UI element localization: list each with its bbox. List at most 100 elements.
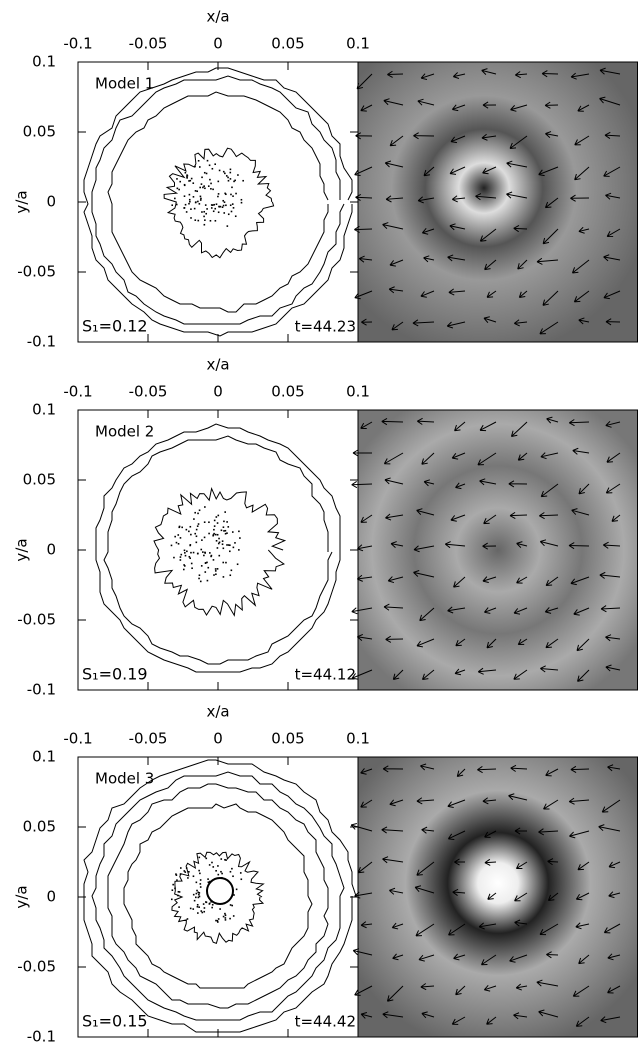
contour-speck: [187, 877, 189, 879]
contour-speck: [213, 528, 215, 531]
contour-speck: [222, 170, 225, 173]
arrow: [452, 72, 466, 79]
annotation: S₁=0.19: [82, 665, 148, 684]
arrow: [576, 638, 590, 652]
arrow: [389, 887, 404, 895]
contour-speck: [238, 549, 240, 551]
arrow: [570, 765, 590, 773]
contour-speck: [215, 573, 217, 576]
contour-speck: [184, 871, 187, 873]
contour-speck: [184, 203, 187, 206]
contour-speck: [213, 574, 215, 576]
arrow: [544, 101, 559, 109]
contour-speck: [224, 919, 227, 921]
contour-speck: [214, 568, 217, 570]
contour-speck: [210, 554, 213, 557]
contour-speck: [215, 869, 217, 872]
contour-speck: [199, 186, 201, 189]
contour-speck: [198, 869, 200, 872]
contour-speck: [189, 544, 191, 547]
contour-speck: [231, 186, 233, 189]
contour-speck: [232, 546, 235, 549]
contour-speck: [213, 532, 215, 535]
arrow: [538, 1009, 559, 1018]
contour-speck: [226, 544, 228, 546]
arrow: [536, 979, 559, 987]
arrow: [546, 416, 559, 424]
annotation: S₁=0.15: [82, 1012, 148, 1031]
arrow: [413, 132, 435, 140]
contour-speck: [232, 875, 234, 878]
contour-speck: [175, 874, 178, 876]
contour-speck: [205, 901, 207, 903]
contour-speck: [226, 532, 228, 534]
arrow: [487, 892, 497, 900]
arrow: [486, 638, 497, 649]
contour-speck: [208, 902, 211, 905]
contour-speck: [188, 198, 191, 201]
contour-line: [103, 435, 333, 665]
contour-speck: [197, 219, 200, 222]
arrow: [575, 922, 590, 930]
contour-speck: [224, 914, 227, 917]
contour-speck: [174, 887, 176, 890]
arrow: [513, 607, 528, 615]
contour-speck: [192, 875, 195, 878]
arrow: [351, 607, 373, 615]
arrow: [545, 768, 559, 777]
arrow: [454, 668, 466, 676]
arrow: [456, 768, 466, 777]
x-axis-label: x/a: [206, 8, 229, 26]
arrow: [451, 1016, 466, 1025]
arrow: [568, 542, 590, 550]
contour-speck: [197, 896, 200, 899]
arrow: [605, 634, 621, 642]
contour-speck: [217, 180, 220, 183]
contour-speck: [189, 907, 192, 910]
contour-speck: [202, 186, 204, 189]
contour-speck: [177, 534, 180, 536]
arrow: [351, 481, 373, 489]
contour-speck: [207, 566, 210, 569]
contour-speck: [231, 531, 234, 533]
contour-speck: [194, 201, 197, 204]
contour-speck: [186, 177, 188, 179]
arrow: [540, 452, 559, 460]
contour-speck: [222, 547, 225, 550]
contour-speck: [225, 175, 228, 177]
arrow: [454, 858, 466, 866]
arrow: [451, 452, 466, 460]
contour-speck: [229, 574, 232, 577]
contour-speck: [227, 179, 230, 182]
contour-speck: [224, 511, 226, 513]
arrow: [479, 421, 497, 432]
contour-speck: [200, 565, 203, 567]
contour-speck: [215, 919, 217, 922]
arrow: [482, 166, 497, 175]
contour-speck: [211, 861, 213, 864]
arrow: [606, 452, 621, 463]
x-tick-label: 0.1: [346, 383, 370, 401]
arrow: [536, 257, 559, 265]
contour-speck: [226, 225, 229, 227]
contour-speck: [204, 571, 207, 573]
contour-speck: [193, 899, 196, 902]
contour-speck: [178, 188, 180, 191]
arrow: [509, 954, 528, 963]
arrow: [569, 830, 590, 839]
arrow: [381, 418, 404, 426]
contour-speck: [178, 906, 180, 908]
contour-speck: [205, 172, 208, 175]
annotation: t=44.12: [295, 666, 356, 684]
contour-speck: [206, 561, 208, 564]
contour-speck: [204, 219, 206, 221]
arrow: [509, 511, 528, 519]
arrow: [451, 104, 466, 112]
contour-speck: [229, 168, 232, 171]
arrow: [449, 223, 466, 231]
contour-speck: [183, 565, 186, 567]
contour-speck: [196, 905, 199, 908]
contour-speck: [217, 865, 219, 867]
arrow: [416, 797, 435, 805]
